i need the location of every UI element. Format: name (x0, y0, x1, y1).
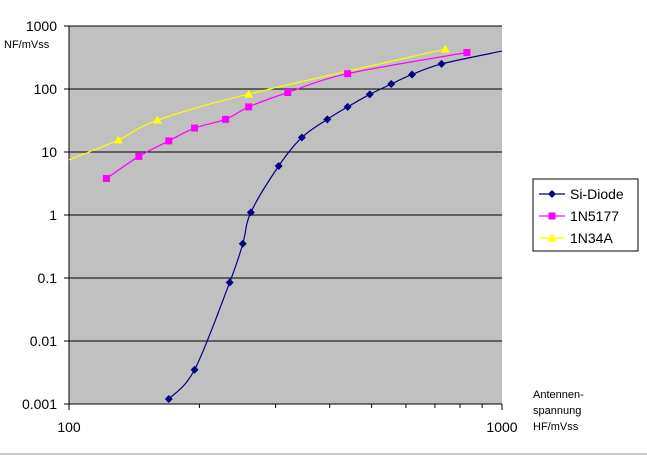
series-1n5177 (102, 48, 471, 182)
x-tick-label: 1000 (486, 419, 517, 435)
x-tick-label: 100 (57, 419, 81, 435)
x-axis-label-line-2: spannung (533, 405, 581, 417)
data-point (190, 365, 199, 374)
series-si-diode (164, 50, 502, 404)
legend-label: 1N5177 (570, 208, 619, 224)
y-tick-label: 1000 (26, 18, 57, 34)
data-point (344, 70, 352, 78)
x-axis-label-line-3: HF/mVss (533, 421, 579, 433)
legend-label: 1N34A (570, 230, 613, 246)
data-point (440, 44, 450, 53)
data-point (152, 115, 162, 124)
legend-entry: 1N34A (539, 230, 613, 246)
data-point (408, 70, 417, 79)
data-point (165, 137, 173, 145)
data-point (244, 89, 254, 98)
legend: Si-Diode 1N5177 1N34A (532, 178, 639, 252)
data-point (245, 103, 253, 111)
y-tick-label: 0.001 (22, 396, 57, 412)
data-point (191, 124, 199, 132)
y-tick-label: 10 (41, 144, 57, 160)
data-point (246, 208, 255, 217)
data-point (164, 395, 173, 404)
data-point (225, 278, 234, 287)
legend-marker (548, 212, 556, 220)
legend-marker (548, 190, 556, 198)
y-tick-label: 100 (34, 81, 58, 97)
legend-label: Si-Diode (570, 186, 624, 202)
data-point (135, 152, 143, 160)
data-point (113, 135, 123, 144)
legend-entry: Si-Diode (539, 186, 624, 202)
tick-labels: 0.001 0.01 0.1 1 10 100 1000 100 1000 (22, 18, 518, 435)
legend-entries: Si-Diode 1N5177 1N34A (539, 186, 624, 246)
data-point (284, 88, 292, 96)
legend-entry: 1N5177 (539, 208, 619, 224)
y-tick-label: 0.01 (30, 333, 57, 349)
data-point (463, 48, 471, 56)
data-point (102, 174, 110, 182)
data-point (238, 239, 247, 248)
series-line (69, 48, 446, 161)
y-tick-label: 1 (49, 207, 57, 223)
data-point (297, 133, 306, 142)
x-minor-ticks (198, 404, 483, 408)
y-tick-label: 0.1 (38, 270, 58, 286)
data-point (274, 161, 283, 170)
grid-lines (69, 25, 502, 342)
y-axis-label: NF/mVss (4, 39, 50, 51)
data-point (222, 115, 230, 123)
axes (64, 25, 503, 410)
series-layer (69, 44, 502, 404)
legend-marker (547, 233, 557, 242)
data-point (387, 80, 396, 89)
data-point (343, 102, 352, 111)
data-point (323, 115, 332, 124)
data-point (437, 59, 446, 68)
data-point (365, 90, 374, 99)
series-1n34a (69, 44, 450, 161)
x-axis-label-line-1: Antennen- (533, 389, 584, 401)
